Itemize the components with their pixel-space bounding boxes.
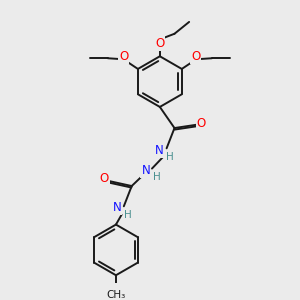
Text: N: N xyxy=(141,164,150,177)
Text: N: N xyxy=(112,201,121,214)
Text: H: H xyxy=(153,172,161,182)
Text: H: H xyxy=(124,210,132,220)
Text: CH₃: CH₃ xyxy=(106,290,126,300)
Text: O: O xyxy=(191,50,200,63)
Text: N: N xyxy=(155,144,164,157)
Text: O: O xyxy=(119,50,128,63)
Text: H: H xyxy=(166,152,174,162)
Text: O: O xyxy=(196,117,206,130)
Text: O: O xyxy=(155,37,164,50)
Text: O: O xyxy=(100,172,109,185)
